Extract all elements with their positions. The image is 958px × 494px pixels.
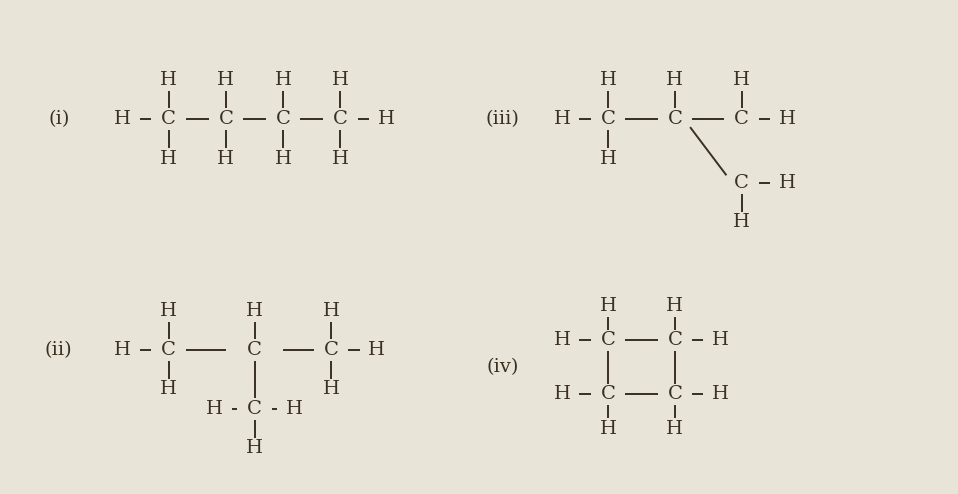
Text: H: H bbox=[246, 302, 263, 320]
Text: H: H bbox=[733, 71, 750, 89]
Text: H: H bbox=[332, 71, 349, 89]
Text: (i): (i) bbox=[48, 110, 69, 128]
Text: H: H bbox=[160, 302, 177, 320]
Text: C: C bbox=[734, 110, 749, 128]
Text: C: C bbox=[218, 110, 234, 128]
Text: H: H bbox=[323, 302, 339, 320]
Text: H: H bbox=[332, 150, 349, 167]
Text: H: H bbox=[160, 150, 177, 167]
Text: C: C bbox=[668, 110, 682, 128]
Text: H: H bbox=[114, 341, 131, 359]
Text: H: H bbox=[600, 297, 616, 315]
Text: C: C bbox=[601, 385, 615, 404]
Text: H: H bbox=[160, 380, 177, 399]
Text: C: C bbox=[324, 341, 338, 359]
Text: H: H bbox=[667, 71, 683, 89]
Text: H: H bbox=[600, 420, 616, 438]
Text: H: H bbox=[206, 400, 223, 418]
Text: H: H bbox=[779, 174, 796, 192]
Text: H: H bbox=[554, 385, 571, 404]
Text: H: H bbox=[554, 110, 571, 128]
Text: H: H bbox=[779, 110, 796, 128]
Text: H: H bbox=[217, 150, 235, 167]
Text: H: H bbox=[712, 385, 729, 404]
Text: H: H bbox=[712, 331, 729, 349]
Text: H: H bbox=[600, 150, 616, 167]
Text: H: H bbox=[217, 71, 235, 89]
Text: H: H bbox=[667, 297, 683, 315]
Text: C: C bbox=[601, 110, 615, 128]
Text: H: H bbox=[377, 110, 395, 128]
Text: H: H bbox=[275, 150, 291, 167]
Text: C: C bbox=[668, 385, 682, 404]
Text: H: H bbox=[114, 110, 131, 128]
Text: H: H bbox=[554, 331, 571, 349]
Text: C: C bbox=[247, 400, 262, 418]
Text: H: H bbox=[286, 400, 303, 418]
Text: (iv): (iv) bbox=[487, 358, 519, 376]
Text: H: H bbox=[600, 71, 616, 89]
Text: C: C bbox=[276, 110, 290, 128]
Text: C: C bbox=[734, 174, 749, 192]
Text: (ii): (ii) bbox=[45, 341, 73, 359]
Text: H: H bbox=[275, 71, 291, 89]
Text: H: H bbox=[368, 341, 385, 359]
Text: (iii): (iii) bbox=[486, 110, 520, 128]
Text: C: C bbox=[247, 341, 262, 359]
Text: C: C bbox=[333, 110, 348, 128]
Text: C: C bbox=[601, 331, 615, 349]
Text: C: C bbox=[668, 331, 682, 349]
Text: H: H bbox=[733, 213, 750, 231]
Text: H: H bbox=[323, 380, 339, 399]
Text: H: H bbox=[160, 71, 177, 89]
Text: C: C bbox=[161, 110, 176, 128]
Text: H: H bbox=[667, 420, 683, 438]
Text: H: H bbox=[246, 439, 263, 457]
Text: C: C bbox=[161, 341, 176, 359]
